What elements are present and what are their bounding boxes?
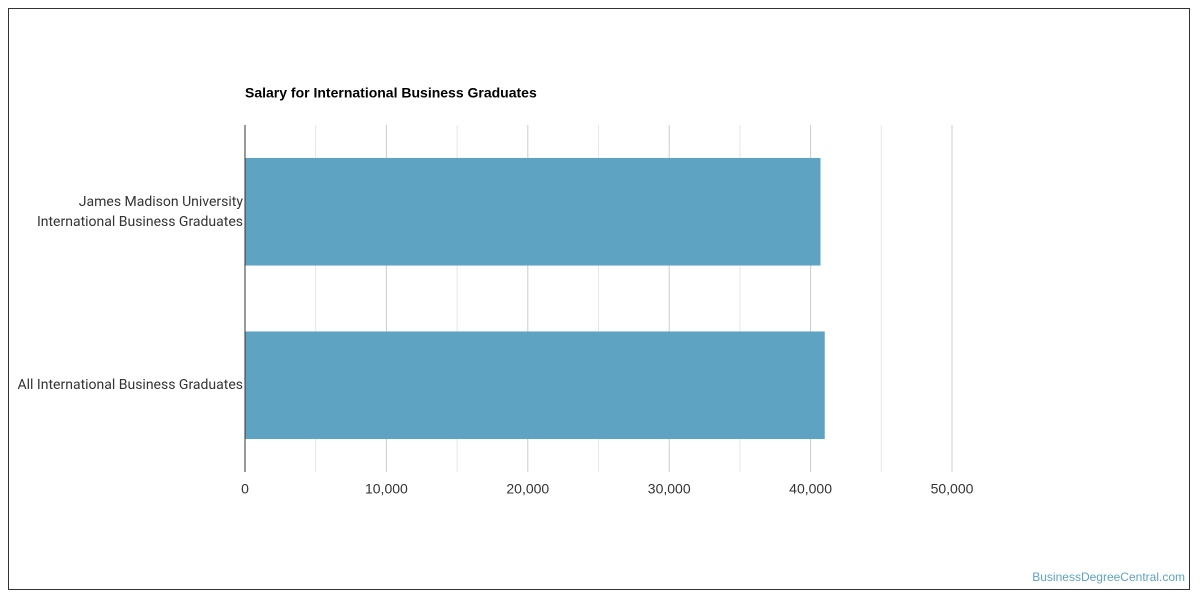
chart-title: Salary for International Business Gradua… <box>245 85 537 101</box>
x-tick-label: 20,000 <box>506 481 549 497</box>
bar <box>245 331 825 440</box>
source: BusinessDegreeCentral.com <box>1032 570 1185 584</box>
bar <box>245 157 821 266</box>
x-tick-label: 30,000 <box>648 481 691 497</box>
x-tick-label: 40,000 <box>789 481 832 497</box>
x-tick-label: 10,000 <box>365 481 408 497</box>
frame <box>8 8 1190 590</box>
y-tick-label: James Madison University International B… <box>36 193 243 230</box>
x-tick-label: 50,000 <box>931 481 974 497</box>
x-tick-label: 0 <box>241 481 249 497</box>
y-tick-label: All International Business Graduates <box>17 377 243 394</box>
